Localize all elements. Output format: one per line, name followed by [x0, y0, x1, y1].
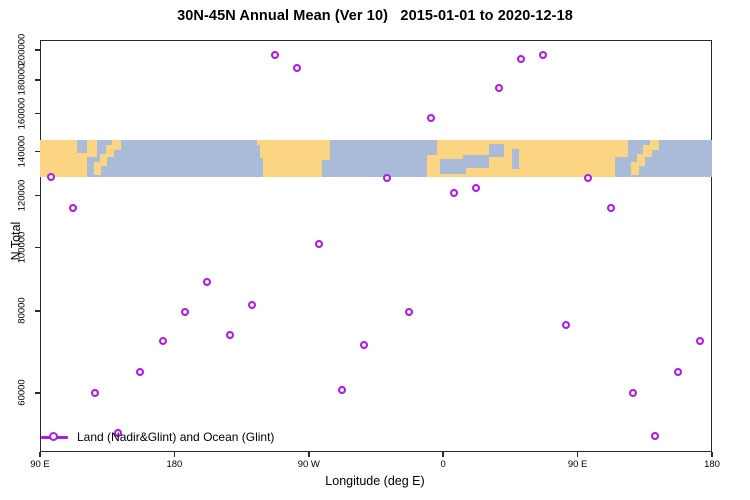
x-axis-tick: [442, 452, 444, 457]
x-axis-tick: [576, 452, 579, 457]
x-axis-title: Longitude (deg E): [325, 474, 425, 488]
legend-circle-marker-icon: [49, 431, 58, 441]
y-axis-tick-label: 60000: [16, 379, 28, 406]
x-axis-tick: [173, 452, 176, 457]
chart-title: 30N-45N Annual Mean (Ver 10) 2015-01-01 …: [177, 8, 573, 24]
x-axis-tick: [308, 452, 310, 457]
x-axis-tick-label: 90 E: [567, 459, 588, 470]
plot-area: [40, 40, 712, 452]
y-axis-tick-label: 180000: [16, 63, 28, 96]
y-axis-title: N Total: [9, 221, 23, 261]
legend-label: Land (Nadir&Glint) and Ocean (Glint): [77, 430, 275, 444]
y-axis-tick-label: 80000: [16, 297, 28, 324]
y-axis-tick-label: 140000: [16, 135, 28, 168]
legend-line-marker-icon: [41, 431, 68, 441]
y-axis-tick-label: 160000: [16, 97, 28, 130]
x-axis-tick-label: 0: [440, 459, 446, 470]
y-axis-tick-label: 200000: [16, 33, 28, 66]
x-axis-tick-label: 90 E: [30, 459, 50, 470]
x-axis-tick-label: 90 W: [297, 459, 320, 470]
x-axis-tick: [39, 452, 41, 457]
x-axis-tick-label: 180: [704, 459, 720, 470]
legend: Land (Nadir&Glint) and Ocean (Glint): [41, 429, 274, 445]
x-axis-tick-label: 180: [166, 459, 183, 470]
x-axis-tick: [711, 452, 713, 457]
